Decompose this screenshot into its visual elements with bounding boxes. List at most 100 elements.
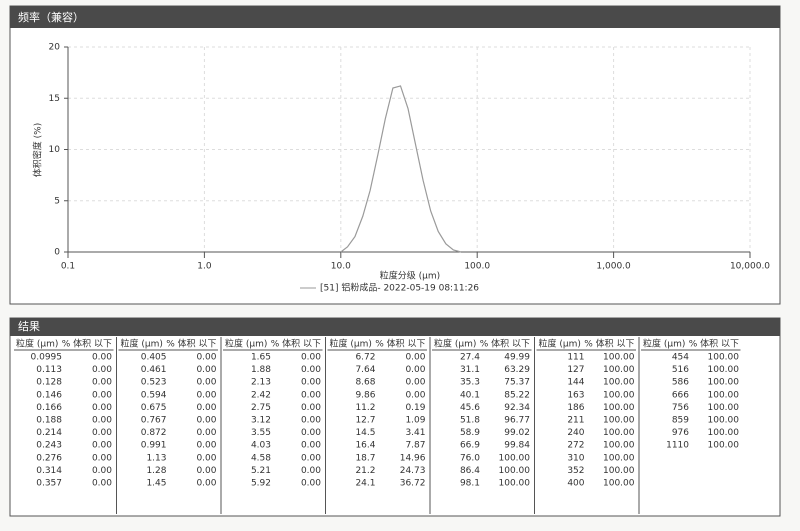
cell-percent: 100.00: [708, 353, 740, 363]
cell-percent: 0.00: [196, 378, 216, 388]
cell-size: 1.13: [146, 453, 166, 463]
cell-percent: 0.00: [301, 390, 321, 400]
cell-size: 2.42: [251, 390, 271, 400]
cell-size: 0.675: [141, 403, 167, 413]
cell-percent: 0.00: [92, 403, 112, 413]
cell-percent: 100.00: [499, 453, 531, 463]
chart-panel: [9, 5, 781, 305]
table-panel: [9, 317, 781, 517]
cell-percent: 0.00: [405, 353, 425, 363]
cell-size: 31.1: [460, 365, 480, 375]
cell-size: 127: [567, 365, 584, 375]
cell-percent: 24.73: [400, 466, 426, 476]
column-header: 粒度 (μm): [643, 338, 685, 350]
cell-percent: 100.00: [708, 390, 740, 400]
cell-size: 1110: [666, 441, 689, 451]
cell-size: 4.58: [251, 453, 271, 463]
cell-size: 0.113: [36, 365, 62, 375]
cell-percent: 100.00: [603, 390, 635, 400]
cell-size: 1.88: [251, 365, 271, 375]
cell-size: 186: [567, 403, 584, 413]
cell-size: 3.55: [251, 428, 271, 438]
cell-percent: 0.00: [92, 466, 112, 476]
cell-size: 0.166: [36, 403, 62, 413]
cell-percent: 100.00: [603, 479, 635, 489]
cell-percent: 0.00: [405, 378, 425, 388]
cell-percent: 100.00: [603, 453, 635, 463]
cell-size: 11.2: [355, 403, 375, 413]
y-tick-label: 20: [49, 43, 61, 53]
cell-percent: 63.29: [504, 365, 530, 375]
cell-percent: 100.00: [603, 353, 635, 363]
column-header: 粒度 (μm): [330, 338, 372, 350]
column-header: 粒度 (μm): [121, 338, 163, 350]
cell-size: 0.214: [36, 428, 62, 438]
cell-size: 5.92: [251, 479, 271, 489]
cell-size: 0.991: [141, 441, 167, 451]
table-header: [10, 318, 780, 336]
cell-percent: 0.00: [92, 365, 112, 375]
cell-size: 5.21: [251, 466, 271, 476]
cell-size: 586: [672, 378, 689, 388]
cell-size: 1.45: [146, 479, 166, 489]
cell-percent: 0.00: [92, 453, 112, 463]
chart-title: 频率（兼容）: [18, 10, 84, 24]
cell-size: 51.8: [460, 416, 480, 426]
cell-size: 7.64: [355, 365, 375, 375]
cell-percent: 0.00: [301, 353, 321, 363]
cell-percent: 0.00: [196, 453, 216, 463]
cell-size: 310: [567, 453, 584, 463]
y-tick-label: 10: [49, 145, 61, 155]
cell-percent: 75.37: [504, 378, 530, 388]
cell-size: 2.75: [251, 403, 271, 413]
cell-percent: 0.00: [301, 403, 321, 413]
cell-size: 0.243: [36, 441, 62, 451]
cell-size: 1.65: [251, 353, 271, 363]
cell-percent: 7.87: [405, 441, 425, 451]
cell-size: 211: [567, 416, 584, 426]
chart-header: [10, 6, 780, 28]
column-header: 粒度 (μm): [225, 338, 267, 350]
cell-percent: 0.00: [301, 466, 321, 476]
cell-size: 21.2: [355, 466, 375, 476]
y-tick-label: 5: [54, 196, 60, 206]
cell-percent: 0.00: [196, 479, 216, 489]
cell-size: 976: [672, 428, 689, 438]
cell-percent: 0.00: [196, 353, 216, 363]
cell-percent: 0.00: [405, 390, 425, 400]
cell-percent: 14.96: [400, 453, 426, 463]
cell-percent: 0.00: [301, 428, 321, 438]
x-tick-label: 1.0: [197, 262, 212, 272]
cell-size: 12.7: [355, 416, 375, 426]
cell-size: 0.146: [36, 390, 62, 400]
cell-size: 516: [672, 365, 689, 375]
cell-size: 111: [567, 353, 584, 363]
cell-percent: 100.00: [603, 428, 635, 438]
cell-size: 18.7: [355, 453, 375, 463]
cell-size: 144: [567, 378, 584, 388]
cell-size: 27.4: [460, 353, 480, 363]
cell-percent: 0.00: [301, 441, 321, 451]
cell-size: 6.72: [355, 353, 375, 363]
y-tick-label: 15: [49, 94, 60, 104]
cell-percent: 36.72: [400, 479, 426, 489]
cell-percent: 0.00: [196, 428, 216, 438]
column-header: % 体积 以下: [166, 338, 216, 350]
cell-size: 98.1: [460, 479, 480, 489]
cell-percent: 0.00: [92, 479, 112, 489]
cell-percent: 100.00: [603, 378, 635, 388]
column-header: 粒度 (μm): [16, 338, 58, 350]
cell-percent: 0.00: [92, 353, 112, 363]
x-tick-label: 10,000.0: [730, 262, 770, 272]
cell-size: 40.1: [460, 390, 480, 400]
cell-size: 163: [567, 390, 584, 400]
cell-size: 0.128: [36, 378, 62, 388]
cell-size: 35.3: [460, 378, 480, 388]
cell-percent: 100.00: [603, 416, 635, 426]
cell-size: 0.405: [141, 353, 167, 363]
cell-percent: 0.00: [196, 365, 216, 375]
cell-percent: 100.00: [708, 441, 740, 451]
cell-percent: 3.41: [405, 428, 425, 438]
cell-size: 2.13: [251, 378, 271, 388]
y-axis-label: 体积密度 (%): [32, 123, 44, 177]
